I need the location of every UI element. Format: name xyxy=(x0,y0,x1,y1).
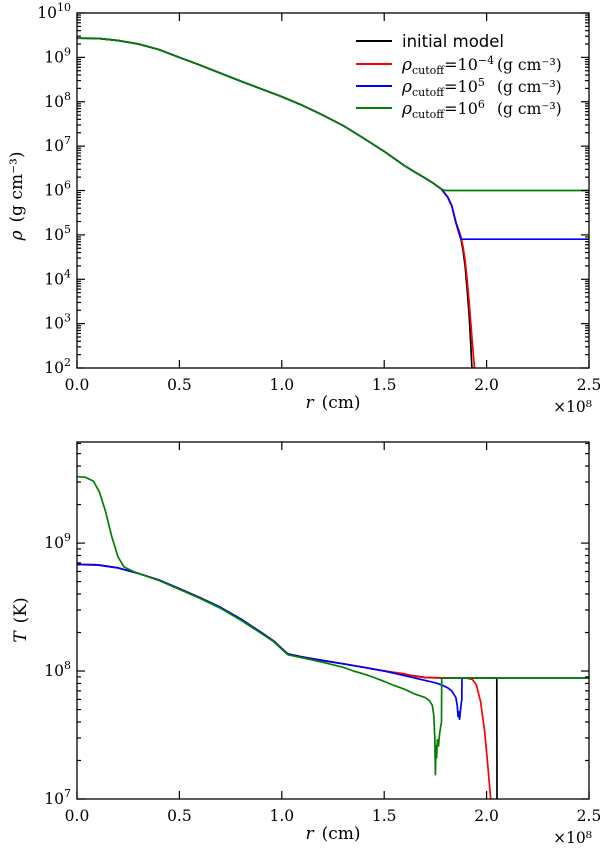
x-tick-label: 0.0 xyxy=(65,807,90,825)
series-rho-cutoff-1e6 xyxy=(76,37,589,192)
y-tick-label: 106 xyxy=(44,179,71,200)
legend-label-initial-model: initial model xyxy=(402,32,504,51)
y-tick-label: 109 xyxy=(44,45,71,66)
y-tick-label: 107 xyxy=(44,134,71,155)
x-tick-label: 2.0 xyxy=(474,376,499,394)
x-tick-label: 0.5 xyxy=(167,807,192,825)
temperature-plot: 0.0 0.5 1.0 1.5 2.0 2.5 107 108 109 r (cm) T(K) ×… xyxy=(11,441,600,847)
legend-unit-cutoff-1e5: (g cm⁻³) xyxy=(497,78,562,96)
y-tick-label: 108 xyxy=(44,659,71,680)
x-tick-label: 1.5 xyxy=(372,376,397,394)
density-xaxis-label: r (cm) xyxy=(305,393,360,413)
temperature-plot-frame xyxy=(76,441,590,800)
x-tick-label: 1.5 xyxy=(372,807,397,825)
temperature-xaxis-label: r (cm) xyxy=(305,824,360,844)
y-tick-label: 105 xyxy=(44,223,71,244)
legend-label-cutoff-1e5: ρcutoff=105 xyxy=(401,76,485,99)
legend-unit-cutoff-1e-4: (g cm⁻³) xyxy=(497,56,562,74)
temperature-tick-labels: 0.0 0.5 1.0 1.5 2.0 2.5 107 108 109 xyxy=(44,531,600,825)
x-tick-label: 1.0 xyxy=(269,376,294,394)
x-tick-label: 2.5 xyxy=(577,376,600,394)
density-tick-labels: 0.0 0.5 1.0 1.5 2.0 2.5 102 103 104 105 106 107 108 1… xyxy=(37,1,600,394)
y-tick-label: 108 xyxy=(44,90,71,111)
x-tick-label: 2.0 xyxy=(474,807,499,825)
legend: initial model ρcutoff=10−4 (g cm⁻³) ρcut… xyxy=(356,32,562,121)
density-axis-ticks xyxy=(76,12,590,369)
temperature-axis-ticks xyxy=(76,442,590,800)
temperature-curves xyxy=(76,475,589,800)
temperature-yaxis-label: T(K) xyxy=(11,597,31,642)
density-yaxis-label: ρ(g cm⁻³) xyxy=(7,152,27,242)
temperature-x-offset-label: ×10⁸ xyxy=(553,829,592,847)
y-tick-label: 109 xyxy=(44,531,71,552)
series-rho-cutoff-1e6 xyxy=(76,475,589,776)
series-rho-cutoff-1e5 xyxy=(76,563,589,721)
y-tick-label: 102 xyxy=(44,356,71,377)
legend-label-cutoff-1e6: ρcutoff=106 xyxy=(401,98,485,121)
y-tick-label: 103 xyxy=(44,312,71,333)
density-curves xyxy=(76,37,589,369)
legend-unit-cutoff-1e6: (g cm⁻³) xyxy=(497,100,562,118)
x-tick-label: 0.0 xyxy=(65,376,90,394)
density-plot: 0.0 0.5 1.0 1.5 2.0 2.5 102 103 104 105 106 107 108 1… xyxy=(7,1,600,416)
y-tick-label: 107 xyxy=(44,787,71,808)
x-tick-label: 2.5 xyxy=(577,807,600,825)
y-tick-label: 1010 xyxy=(37,1,71,22)
legend-label-cutoff-1e-4: ρcutoff=10−4 xyxy=(401,54,494,77)
x-tick-label: 1.0 xyxy=(269,807,294,825)
y-tick-label: 104 xyxy=(44,267,71,288)
density-x-offset-label: ×10⁸ xyxy=(553,398,592,416)
x-tick-label: 0.5 xyxy=(167,376,192,394)
